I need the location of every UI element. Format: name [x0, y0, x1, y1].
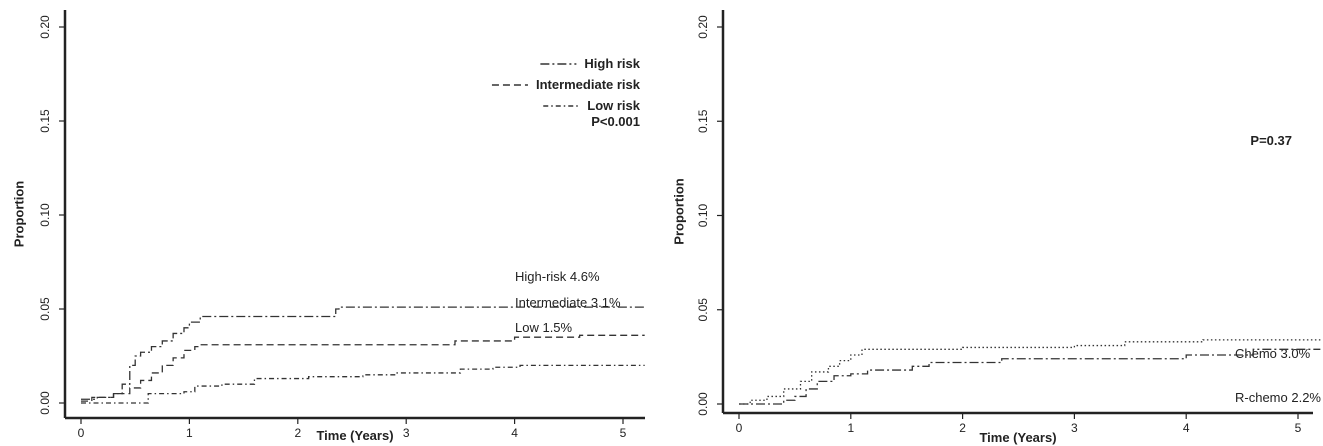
series-line-0: [739, 339, 1321, 405]
x-tick-label: 1: [186, 426, 193, 440]
y-tick-label: 0.00: [696, 392, 710, 416]
series-line-1: [81, 334, 645, 402]
p-value: P<0.001: [591, 114, 640, 129]
x-tick-label: 4: [511, 426, 518, 440]
y-tick-label: 0.20: [38, 15, 52, 39]
series-line-1: [739, 348, 1321, 405]
x-axis-title: Time (Years): [979, 430, 1056, 445]
y-tick-label: 0.20: [696, 15, 710, 39]
series-annotation: Intermediate 3.1%: [515, 295, 621, 310]
y-tick-label: 0.00: [38, 391, 52, 415]
x-tick-label: 0: [78, 426, 85, 440]
series-annotation: High-risk 4.6%: [515, 269, 600, 284]
left-panel: 0 1 2 3 4 5 0.00 0.05 0.10 0.15 0.20 Time (Years) Pr…: [11, 10, 645, 443]
legend-label: High risk: [584, 56, 640, 71]
x-tick-label: 5: [620, 426, 627, 440]
y-tick-label: 0.10: [38, 203, 52, 227]
x-tick-label: 1: [847, 421, 854, 435]
x-tick-label: 3: [1071, 421, 1078, 435]
y-axis-title: Proportion: [671, 178, 686, 244]
y-tick-label: 0.05: [38, 297, 52, 321]
series-annotation: R-chemo 2.2%: [1235, 390, 1321, 405]
x-tick-label: 3: [403, 426, 410, 440]
y-tick-label: 0.15: [696, 109, 710, 133]
y-axis-title: Proportion: [11, 181, 26, 247]
legend-label: Low risk: [587, 98, 641, 113]
y-tick-label: 0.10: [696, 203, 710, 227]
series-line-0: [81, 306, 645, 400]
series-annotation: Low 1.5%: [515, 320, 573, 335]
y-tick-label: 0.05: [696, 298, 710, 322]
x-axis-title: Time (Years): [316, 428, 393, 443]
x-tick-label: 2: [294, 426, 301, 440]
p-value: P=0.37: [1250, 133, 1292, 148]
x-tick-label: 0: [736, 421, 743, 435]
right-panel: 0 1 2 3 4 5 0.00 0.05 0.10 0.15 0.20 Time (Years) Pr…: [671, 10, 1321, 445]
x-tick-label: 4: [1183, 421, 1190, 435]
y-tick-label: 0.15: [38, 109, 52, 133]
legend-label: Intermediate risk: [536, 77, 641, 92]
series-annotation: Chemo 3.0%: [1235, 346, 1311, 361]
x-tick-label: 5: [1295, 421, 1302, 435]
x-tick-label: 2: [959, 421, 966, 435]
series-line-2: [81, 364, 645, 404]
